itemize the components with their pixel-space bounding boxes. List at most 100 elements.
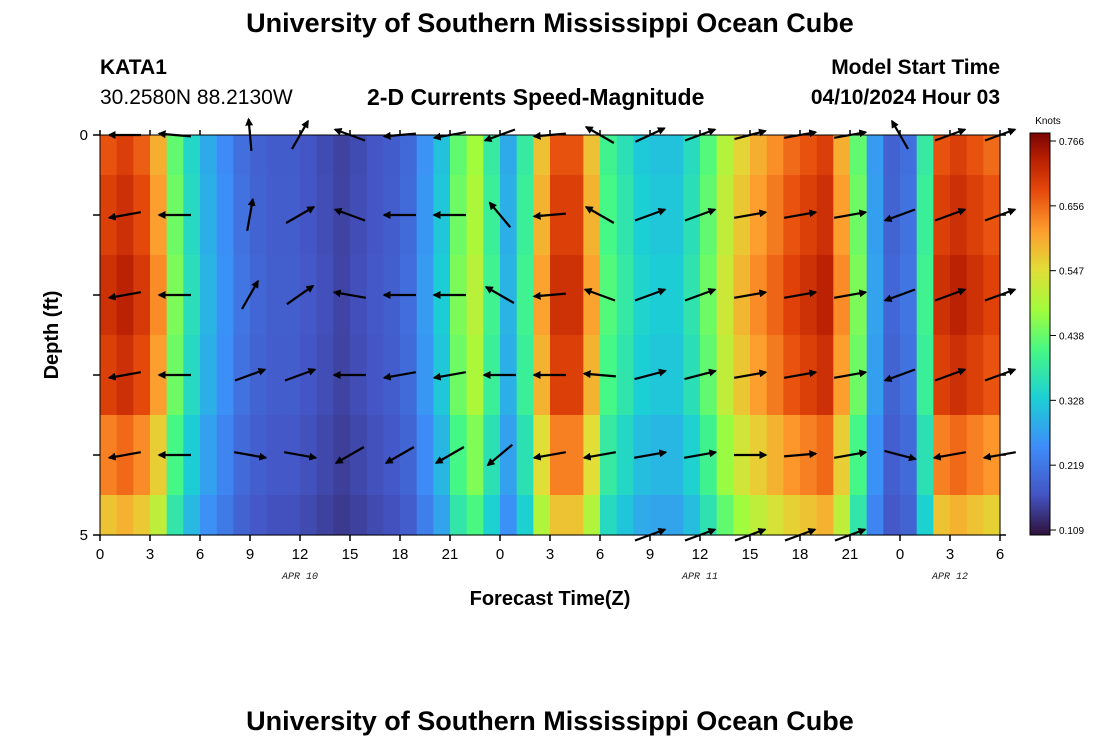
heatmap-cell bbox=[516, 415, 534, 496]
heatmap-cell bbox=[250, 255, 268, 336]
current-vector bbox=[241, 279, 259, 310]
date-label: APR 11 bbox=[681, 572, 718, 583]
heatmap-cell bbox=[250, 495, 268, 536]
heatmap-cell bbox=[183, 495, 201, 536]
colorbar-gradient bbox=[1029, 132, 1051, 536]
current-vector bbox=[784, 450, 818, 459]
heatmap-cell bbox=[683, 415, 701, 496]
heatmap-cell bbox=[583, 415, 601, 496]
x-tick-label: 9 bbox=[246, 546, 254, 563]
heatmap-cell bbox=[283, 255, 301, 336]
heatmap-cell bbox=[900, 175, 918, 256]
heatmap-cell bbox=[216, 335, 234, 416]
heatmap-cell bbox=[666, 175, 684, 256]
station-name: KATA1 bbox=[100, 56, 167, 79]
heatmap-cell bbox=[616, 175, 634, 256]
heatmap-cell bbox=[316, 135, 334, 176]
current-vector bbox=[883, 208, 916, 223]
heatmap-cell bbox=[383, 495, 401, 536]
heatmap-cell bbox=[616, 495, 634, 536]
current-vector bbox=[532, 291, 566, 300]
current-vector bbox=[532, 211, 566, 220]
heatmap-cell bbox=[416, 415, 434, 496]
heatmap-cell bbox=[700, 495, 718, 536]
current-vector bbox=[334, 446, 365, 464]
heatmap-cell bbox=[383, 415, 401, 496]
heatmap bbox=[100, 135, 1001, 536]
heatmap-cell bbox=[816, 415, 834, 496]
heatmap-cell bbox=[733, 255, 751, 336]
heatmap-cell bbox=[233, 335, 251, 416]
heatmap-cell bbox=[350, 175, 368, 256]
heatmap-cell bbox=[633, 335, 651, 416]
heatmap-cell bbox=[333, 415, 351, 496]
heatmap-cell bbox=[516, 135, 534, 176]
heatmap-cell bbox=[566, 135, 584, 176]
colorbar-tick-label: 0.328 bbox=[1059, 396, 1084, 407]
heatmap-cell bbox=[483, 135, 501, 176]
heatmap-cell bbox=[516, 255, 534, 336]
current-vector bbox=[734, 209, 768, 219]
heatmap-cell bbox=[466, 135, 484, 176]
heatmap-cell bbox=[216, 495, 234, 536]
heatmap-cell bbox=[133, 135, 151, 176]
heatmap-cell bbox=[550, 495, 568, 536]
heatmap-cell bbox=[200, 175, 218, 256]
x-tick-label: 9 bbox=[646, 546, 654, 563]
heatmap-cell bbox=[700, 135, 718, 176]
heatmap-cell bbox=[683, 175, 701, 256]
heatmap-cell bbox=[716, 335, 734, 416]
heatmap-cell bbox=[366, 415, 384, 496]
heatmap-cell bbox=[633, 415, 651, 496]
heatmap-cell bbox=[566, 255, 584, 336]
heatmap-cell bbox=[300, 255, 318, 336]
x-tick-label: 0 bbox=[496, 546, 504, 563]
heatmap-cell bbox=[650, 135, 668, 176]
heatmap-cell bbox=[500, 135, 518, 176]
heatmap-cell bbox=[750, 495, 768, 536]
heatmap-cell bbox=[450, 335, 468, 416]
current-vector bbox=[784, 369, 818, 379]
current-vector bbox=[634, 207, 667, 222]
current-vector bbox=[434, 446, 465, 464]
heatmap-cell bbox=[833, 415, 851, 496]
heatmap-cell bbox=[916, 135, 934, 176]
heatmap-cell bbox=[450, 495, 468, 536]
heatmap-cell bbox=[983, 335, 1001, 416]
heatmap-cell bbox=[800, 135, 818, 176]
heatmap-cell bbox=[116, 135, 134, 176]
current-vector bbox=[284, 367, 317, 382]
heatmap-cell bbox=[466, 415, 484, 496]
heatmap-cell bbox=[866, 335, 884, 416]
heatmap-cell bbox=[400, 335, 418, 416]
heatmap-cell bbox=[683, 495, 701, 536]
heatmap-cell bbox=[966, 335, 984, 416]
heatmap-cell bbox=[300, 415, 318, 496]
current-vector bbox=[286, 284, 315, 306]
current-vector bbox=[734, 289, 768, 299]
heatmap-cell bbox=[366, 255, 384, 336]
heatmap-cell bbox=[433, 495, 451, 536]
heatmap-cell bbox=[933, 175, 951, 256]
heatmap-cell bbox=[566, 175, 584, 256]
heatmap-cell bbox=[200, 415, 218, 496]
heatmap-cell bbox=[650, 415, 668, 496]
current-vector bbox=[333, 207, 366, 222]
current-vector bbox=[582, 451, 616, 461]
current-vector bbox=[684, 287, 717, 302]
heatmap-cell bbox=[616, 415, 634, 496]
heatmap-cell bbox=[200, 135, 218, 176]
x-tick-label: 15 bbox=[342, 546, 359, 563]
x-tick-label: 18 bbox=[392, 546, 409, 563]
heatmap-cell bbox=[316, 255, 334, 336]
current-vector bbox=[107, 211, 141, 221]
heatmap-cell bbox=[966, 135, 984, 176]
date-label: APR 12 bbox=[931, 572, 968, 583]
heatmap-cell bbox=[366, 175, 384, 256]
x-tick-label: 12 bbox=[292, 546, 309, 563]
heatmap-cell bbox=[950, 335, 968, 416]
heatmap-cell bbox=[816, 495, 834, 536]
heatmap-cell bbox=[183, 135, 201, 176]
station-coordinates: 30.2580N 88.2130W bbox=[100, 86, 293, 109]
heatmap-cell bbox=[133, 175, 151, 256]
